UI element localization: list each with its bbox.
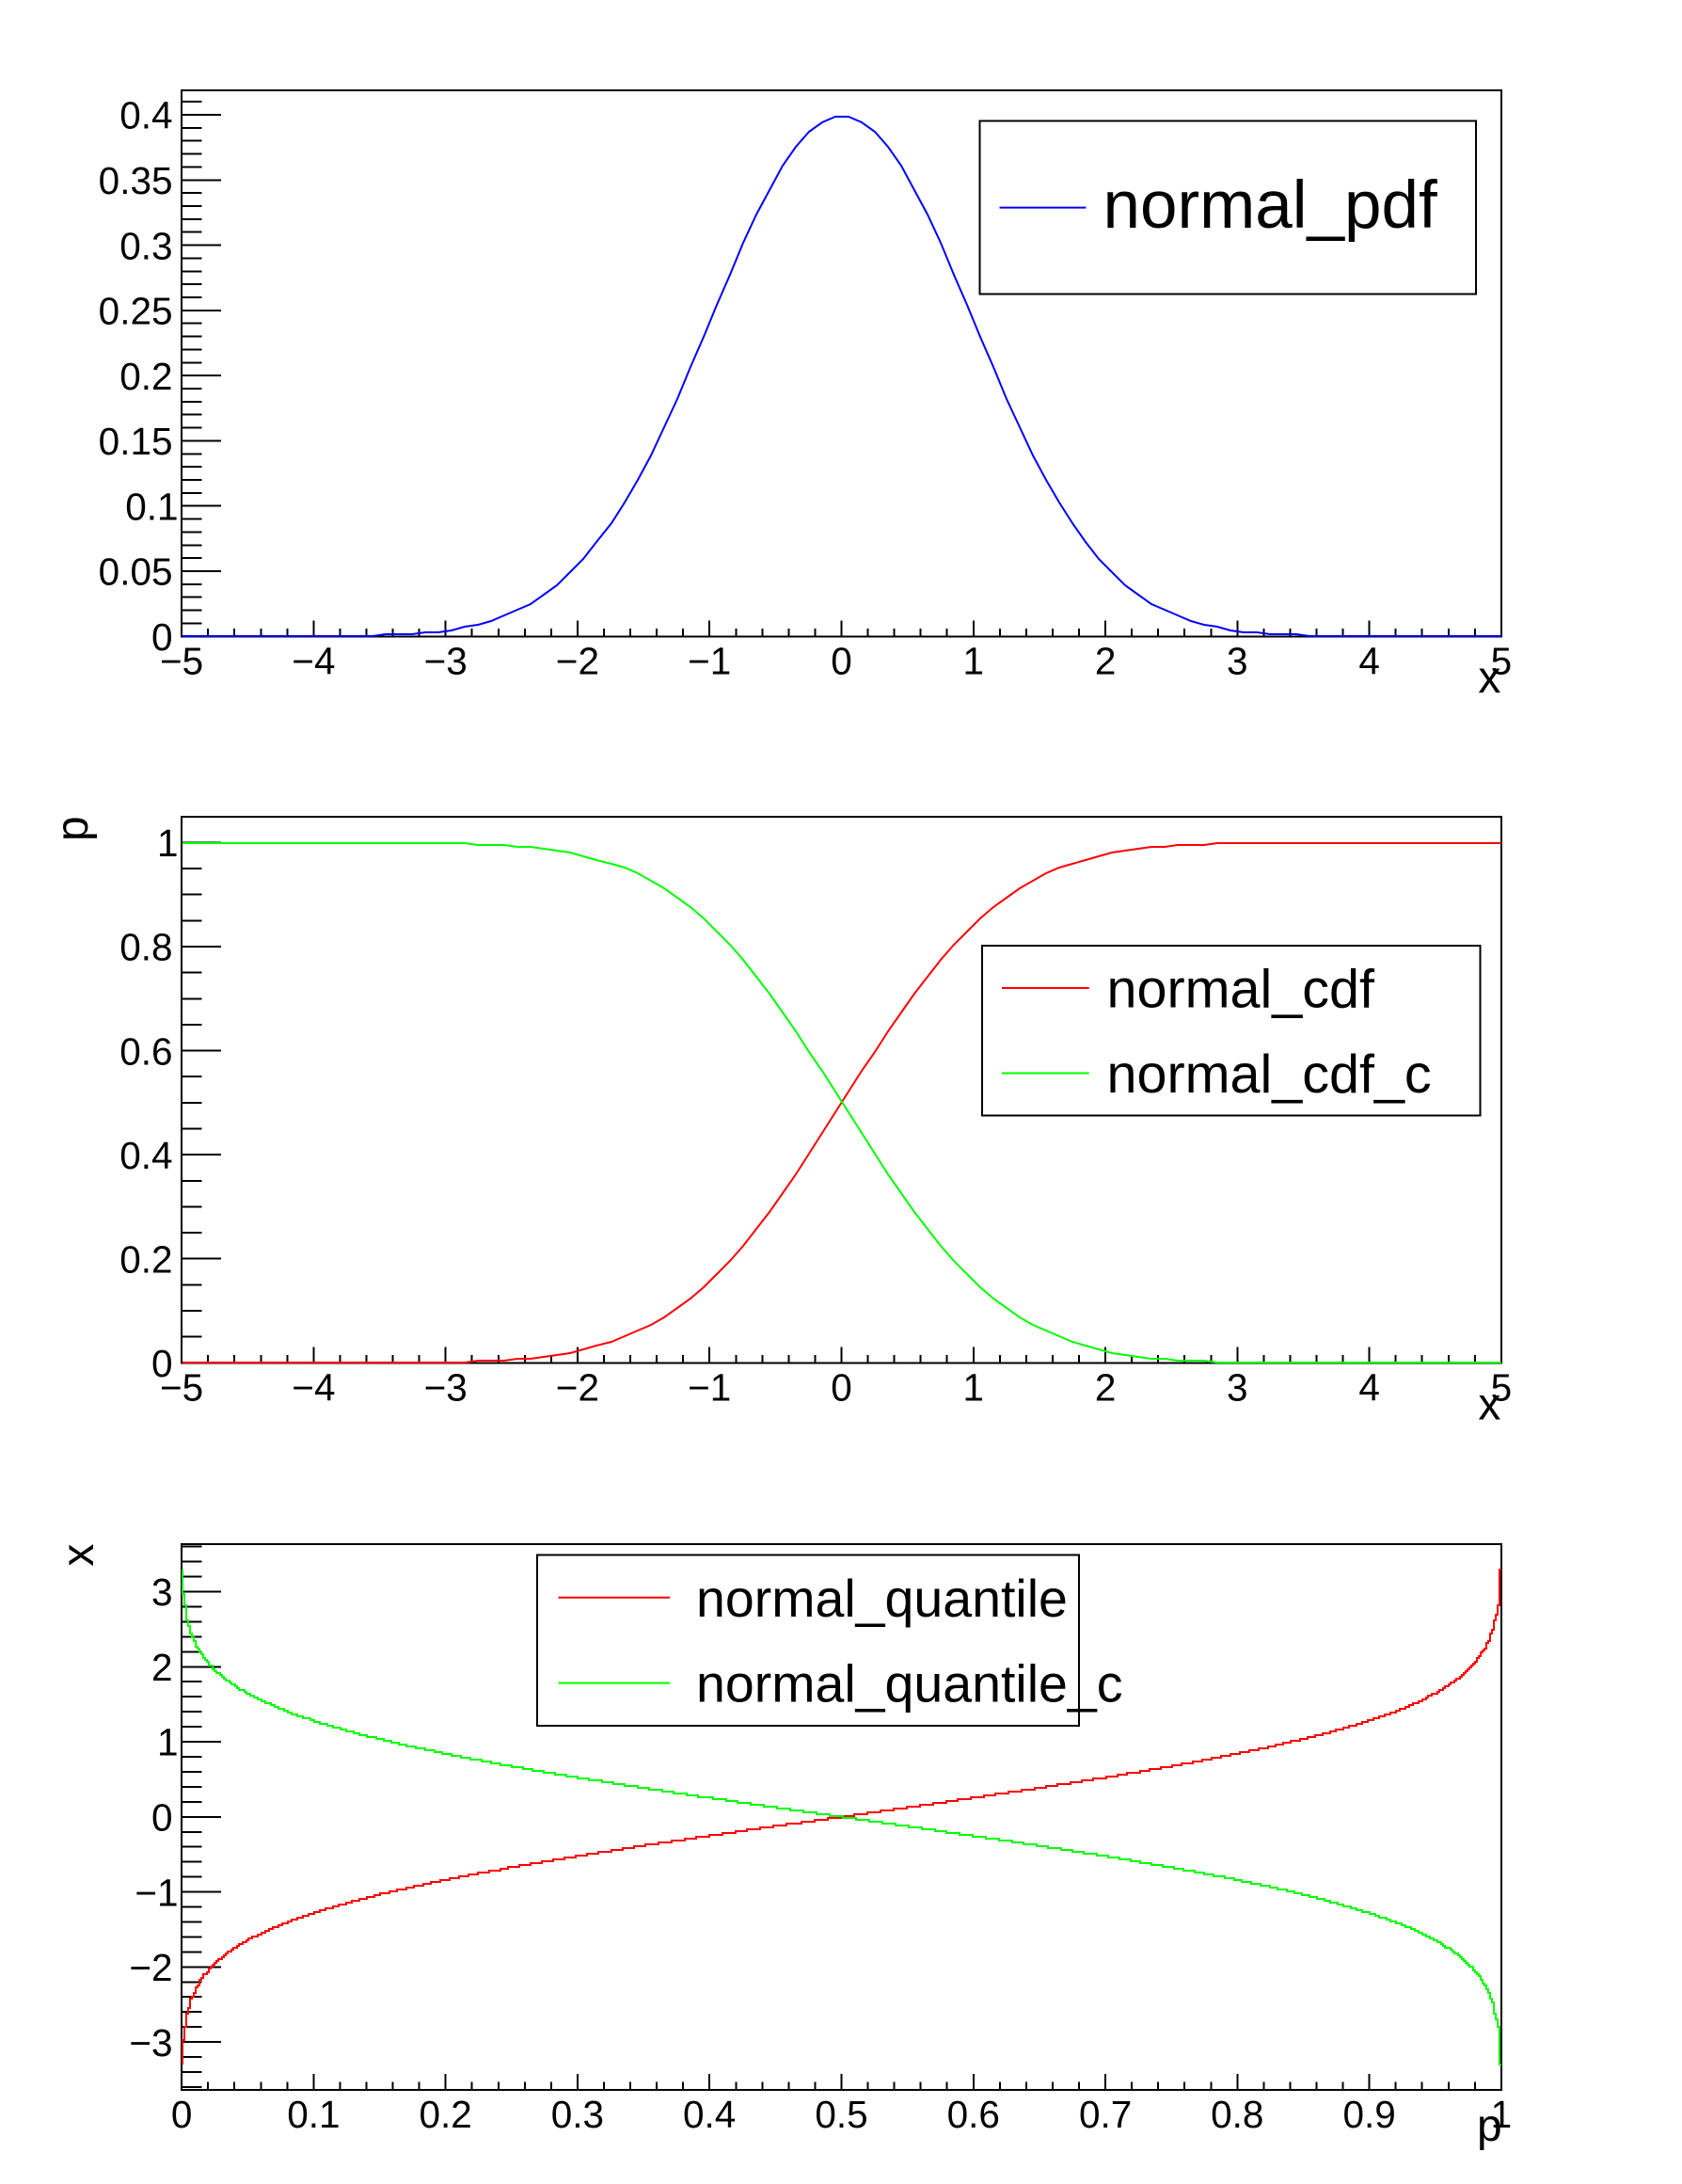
svg-text:0.8: 0.8 [119, 926, 172, 969]
svg-text:0.3: 0.3 [551, 2093, 604, 2136]
svg-text:x: x [1478, 653, 1500, 703]
svg-text:0.8: 0.8 [1211, 2093, 1263, 2136]
svg-text:1: 1 [157, 1721, 179, 1764]
svg-text:2: 2 [151, 1646, 173, 1689]
svg-text:0.25: 0.25 [99, 290, 173, 333]
svg-text:2: 2 [1095, 1365, 1117, 1409]
svg-text:2: 2 [1095, 639, 1117, 682]
svg-text:0.15: 0.15 [99, 420, 173, 463]
svg-text:0.1: 0.1 [287, 2093, 340, 2136]
svg-text:x: x [1478, 1380, 1500, 1430]
svg-text:0.1: 0.1 [125, 485, 178, 528]
svg-text:3: 3 [151, 1570, 173, 1614]
svg-text:0.5: 0.5 [815, 2093, 867, 2136]
svg-text:5: 5 [1491, 1365, 1513, 1409]
svg-text:−1: −1 [135, 1871, 178, 1914]
svg-text:1: 1 [157, 821, 179, 865]
svg-text:x: x [54, 1544, 103, 1567]
svg-text:−1: −1 [688, 639, 731, 682]
svg-text:0: 0 [151, 1796, 173, 1840]
svg-text:0.6: 0.6 [119, 1029, 172, 1073]
svg-text:3: 3 [1227, 1365, 1248, 1409]
svg-text:0: 0 [151, 1342, 173, 1385]
svg-text:normal_quantile: normal_quantile [696, 1570, 1068, 1628]
svg-text:normal_cdf: normal_cdf [1107, 960, 1375, 1020]
svg-text:0.35: 0.35 [99, 159, 173, 202]
svg-text:−3: −3 [424, 639, 468, 682]
svg-text:−3: −3 [129, 2021, 172, 2064]
svg-text:0.4: 0.4 [683, 2093, 736, 2136]
svg-text:1: 1 [963, 1365, 985, 1409]
svg-text:0.2: 0.2 [119, 1237, 172, 1281]
svg-text:p: p [1477, 2101, 1502, 2151]
svg-text:0.2: 0.2 [119, 355, 172, 398]
svg-text:0.3: 0.3 [119, 224, 172, 267]
svg-text:−5: −5 [160, 639, 203, 682]
svg-text:normal_quantile_c: normal_quantile_c [696, 1655, 1123, 1714]
svg-text:3: 3 [1227, 639, 1248, 682]
svg-text:0: 0 [831, 639, 852, 682]
svg-text:0.4: 0.4 [119, 94, 172, 137]
svg-text:−2: −2 [556, 639, 599, 682]
svg-text:−3: −3 [424, 1365, 468, 1409]
svg-text:−2: −2 [556, 1365, 599, 1409]
svg-text:−1: −1 [688, 1365, 731, 1409]
svg-text:0.6: 0.6 [947, 2093, 1000, 2136]
svg-text:−5: −5 [160, 1365, 203, 1409]
svg-text:0.9: 0.9 [1342, 2093, 1395, 2136]
svg-text:0: 0 [171, 2093, 193, 2136]
svg-text:4: 4 [1358, 639, 1380, 682]
svg-text:1: 1 [1491, 2093, 1513, 2136]
svg-text:0.05: 0.05 [99, 550, 173, 594]
svg-text:4: 4 [1358, 1365, 1380, 1409]
svg-text:5: 5 [1491, 639, 1513, 682]
svg-text:p: p [48, 816, 98, 841]
svg-text:0.7: 0.7 [1079, 2093, 1132, 2136]
svg-text:0: 0 [831, 1365, 852, 1409]
svg-text:0: 0 [151, 615, 173, 659]
svg-text:0.4: 0.4 [119, 1134, 172, 1177]
svg-text:−2: −2 [129, 1946, 172, 1989]
svg-text:normal_pdf: normal_pdf [1103, 168, 1437, 243]
svg-text:0.2: 0.2 [420, 2093, 472, 2136]
svg-text:1: 1 [963, 639, 985, 682]
svg-text:−4: −4 [292, 639, 335, 682]
svg-text:−4: −4 [292, 1365, 335, 1409]
svg-text:normal_cdf_c: normal_cdf_c [1107, 1044, 1432, 1105]
